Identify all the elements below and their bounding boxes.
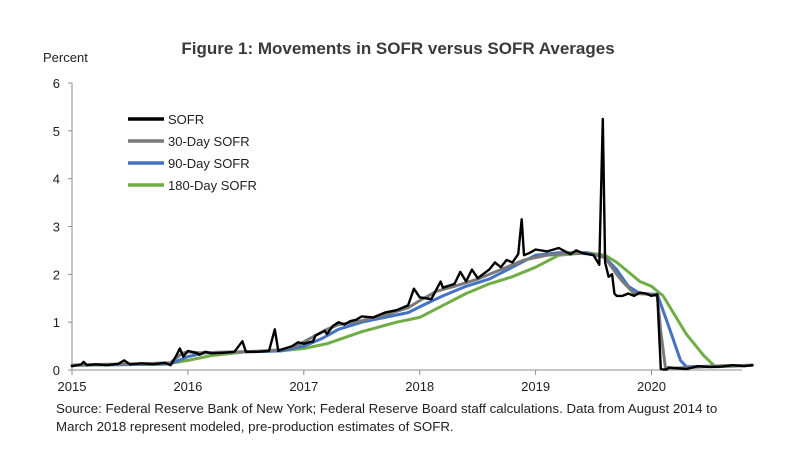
legend-label: 30-Day SOFR xyxy=(168,134,250,149)
series-line-sofr xyxy=(70,117,754,371)
y-tick-label: 3 xyxy=(53,220,60,235)
series-layer xyxy=(70,117,754,371)
y-axis: 0 1 2 3 4 5 6 xyxy=(53,76,72,378)
legend-label: 90-Day SOFR xyxy=(168,156,250,171)
y-tick-label: 1 xyxy=(53,315,60,330)
x-tick-label: 2016 xyxy=(173,379,202,394)
legend-label: SOFR xyxy=(168,112,204,127)
x-tick-label: 2019 xyxy=(521,379,550,394)
x-axis: 2015 2016 2017 2018 2019 2020 xyxy=(58,370,666,394)
y-tick-label: 6 xyxy=(53,76,60,91)
x-tick-label: 2020 xyxy=(637,379,666,394)
x-tick-label: 2017 xyxy=(289,379,318,394)
source-note: Source: Federal Reserve Bank of New York… xyxy=(56,401,718,434)
x-tick-label: 2018 xyxy=(405,379,434,394)
y-tick-label: 4 xyxy=(53,172,60,187)
legend-label: 180-Day SOFR xyxy=(168,178,257,193)
y-axis-label: Percent xyxy=(43,50,88,65)
y-tick-label: 5 xyxy=(53,124,60,139)
series-line-90-day-sofr xyxy=(70,251,754,369)
y-tick-label: 2 xyxy=(53,267,60,282)
axes xyxy=(71,83,742,371)
legend: SOFR 30-Day SOFR 90-Day SOFR 180-Day SOFR xyxy=(128,112,257,193)
x-tick-label: 2015 xyxy=(58,379,87,394)
y-tick-label: 0 xyxy=(53,363,60,378)
chart-title: Figure 1: Movements in SOFR versus SOFR … xyxy=(181,39,614,58)
